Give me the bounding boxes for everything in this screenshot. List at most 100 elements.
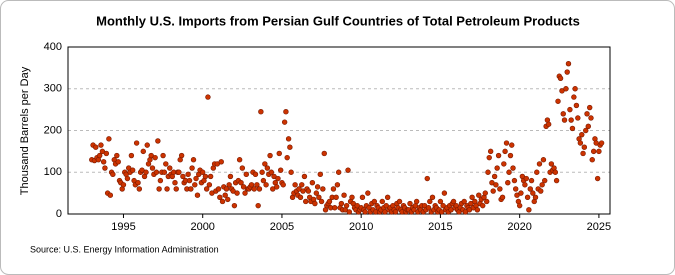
point bbox=[441, 190, 448, 196]
point bbox=[268, 169, 275, 175]
point bbox=[260, 177, 267, 184]
point bbox=[594, 175, 601, 182]
point bbox=[379, 198, 385, 205]
point bbox=[277, 167, 284, 173]
point bbox=[153, 169, 160, 175]
point bbox=[98, 142, 104, 148]
point bbox=[264, 165, 271, 171]
point bbox=[580, 150, 586, 157]
point bbox=[172, 179, 178, 186]
point bbox=[128, 152, 135, 159]
point bbox=[384, 194, 391, 201]
point bbox=[569, 125, 576, 132]
point bbox=[437, 198, 444, 205]
point bbox=[275, 175, 281, 182]
point bbox=[499, 194, 506, 201]
point bbox=[225, 196, 231, 203]
point bbox=[93, 144, 99, 150]
point bbox=[523, 175, 530, 182]
point bbox=[301, 173, 308, 180]
x-tick-label: 2015 bbox=[428, 221, 452, 233]
point bbox=[173, 186, 179, 192]
point bbox=[189, 165, 195, 171]
point bbox=[152, 154, 158, 161]
point bbox=[513, 186, 519, 192]
y-tick-label: 0 bbox=[56, 208, 62, 220]
point bbox=[516, 202, 523, 209]
point bbox=[185, 171, 191, 178]
point bbox=[588, 115, 594, 121]
point bbox=[424, 175, 430, 182]
point bbox=[135, 179, 141, 186]
point bbox=[490, 188, 496, 194]
point bbox=[227, 173, 234, 180]
x-tick-label: 2020 bbox=[507, 221, 531, 233]
point bbox=[288, 169, 294, 175]
point bbox=[226, 182, 232, 188]
point bbox=[564, 69, 570, 75]
point bbox=[320, 186, 326, 192]
point bbox=[568, 117, 574, 123]
point bbox=[143, 169, 149, 175]
point bbox=[565, 60, 572, 67]
point bbox=[223, 186, 230, 192]
y-tick-label: 300 bbox=[44, 83, 62, 95]
point bbox=[263, 182, 269, 188]
point bbox=[505, 179, 511, 186]
point bbox=[561, 117, 568, 123]
point bbox=[285, 136, 292, 142]
point bbox=[482, 190, 488, 196]
point bbox=[560, 111, 566, 117]
point bbox=[333, 194, 339, 201]
point bbox=[359, 194, 366, 201]
point bbox=[427, 198, 433, 205]
point bbox=[178, 152, 185, 159]
point bbox=[157, 177, 164, 184]
point bbox=[305, 188, 312, 194]
point bbox=[236, 157, 243, 163]
point bbox=[219, 198, 226, 205]
point bbox=[503, 140, 510, 146]
x-tick-label: 1995 bbox=[111, 221, 135, 233]
point bbox=[96, 152, 103, 159]
point bbox=[528, 177, 535, 184]
x-tick-label: 2010 bbox=[349, 221, 373, 233]
point bbox=[203, 186, 210, 192]
point bbox=[234, 190, 240, 196]
point bbox=[194, 192, 201, 198]
point bbox=[555, 98, 561, 104]
point bbox=[534, 169, 540, 175]
point bbox=[155, 138, 161, 144]
point bbox=[251, 186, 257, 192]
point bbox=[176, 169, 182, 175]
point bbox=[491, 173, 498, 180]
point bbox=[590, 148, 597, 155]
point bbox=[312, 200, 318, 207]
point bbox=[115, 159, 121, 165]
point bbox=[596, 148, 602, 155]
point bbox=[526, 207, 532, 213]
point bbox=[572, 86, 578, 92]
plot-area bbox=[67, 46, 611, 215]
point bbox=[316, 194, 322, 201]
point bbox=[501, 161, 507, 167]
point bbox=[136, 186, 143, 192]
point bbox=[527, 186, 533, 192]
point bbox=[218, 159, 224, 165]
point bbox=[575, 115, 581, 121]
point bbox=[583, 127, 589, 134]
point bbox=[274, 184, 280, 190]
point bbox=[332, 205, 338, 211]
point bbox=[314, 184, 321, 190]
point bbox=[486, 154, 492, 161]
point bbox=[536, 161, 543, 167]
point bbox=[255, 202, 261, 209]
point bbox=[238, 179, 244, 186]
point bbox=[186, 177, 193, 184]
point bbox=[461, 198, 467, 205]
point bbox=[522, 182, 528, 188]
point bbox=[425, 205, 432, 211]
x-tick-label: 2005 bbox=[270, 221, 294, 233]
point bbox=[281, 119, 288, 125]
point bbox=[330, 186, 337, 192]
